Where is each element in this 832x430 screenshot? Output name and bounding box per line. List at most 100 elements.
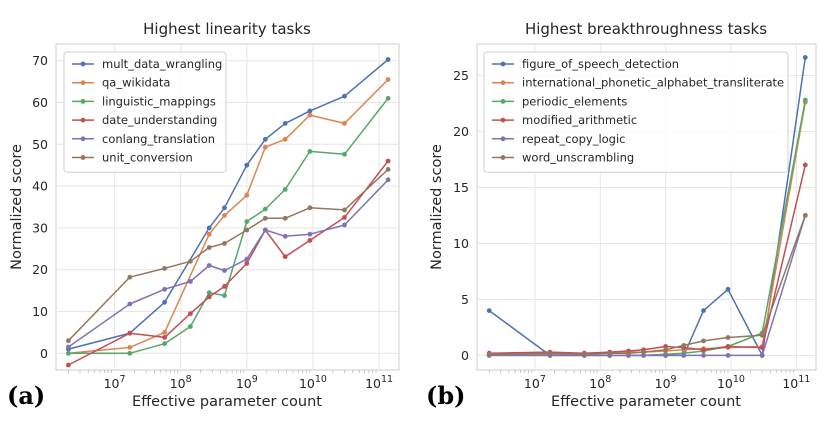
legend-marker: [500, 136, 506, 142]
data-point: [641, 353, 646, 358]
legend: mult_data_wrangling qa_wikidata linguistic…: [63, 51, 227, 173]
data-point: [222, 293, 227, 298]
data-point: [206, 225, 212, 231]
data-point: [222, 241, 227, 246]
data-point: [162, 266, 168, 271]
y-tick-label: 0: [461, 348, 469, 363]
data-point: [282, 215, 288, 221]
data-point: [641, 349, 646, 355]
data-point: [66, 344, 71, 350]
series-line: [67, 179, 389, 348]
y-tick-labels: 0 10 20 30 40 50 60 70: [32, 53, 48, 361]
data-point: [244, 227, 250, 233]
data-point: [581, 351, 587, 357]
series-line: [489, 215, 807, 357]
x-tick-label: 1011: [365, 374, 393, 391]
data-point: [66, 338, 71, 344]
y-tick-label: 20: [32, 262, 48, 277]
data-point: [385, 95, 391, 101]
x-tick-label: 1011: [782, 374, 810, 391]
x-tick-labels: 107 108 109 1010 1011: [104, 374, 393, 391]
data-point: [206, 263, 212, 268]
legend-marker: [80, 80, 86, 86]
data-point: [342, 207, 347, 213]
legend-box: [483, 51, 789, 173]
data-point: [188, 324, 193, 329]
legend-label: repeat_copy_logic: [522, 132, 626, 146]
legend-label: figure_of_speech_detection: [522, 57, 679, 71]
data-point: [802, 97, 808, 103]
y-tick-label: 50: [32, 137, 48, 152]
y-tick-label: 15: [453, 180, 469, 195]
chart-title: Highest breakthroughness tasks: [525, 20, 767, 38]
data-point: [701, 347, 706, 353]
data-point: [282, 136, 288, 142]
data-point: [244, 162, 250, 168]
data-point: [282, 121, 288, 126]
data-point: [802, 213, 808, 218]
data-point: [307, 149, 313, 154]
data-point: [663, 353, 668, 358]
chart-panel-a: Highest linearity tasks 107 108 109 1010 101…: [7, 20, 400, 410]
data-point: [127, 350, 133, 356]
data-point: [162, 299, 168, 305]
data-point: [385, 57, 391, 62]
x-tick-label: 109: [236, 374, 258, 391]
data-point: [162, 286, 168, 292]
panel-label-a: (a): [7, 381, 45, 410]
legend-marker: [500, 99, 506, 104]
data-point: [127, 274, 133, 280]
data-point: [222, 284, 227, 289]
data-point: [66, 350, 71, 356]
data-point: [262, 144, 268, 150]
data-point: [759, 345, 765, 350]
legend-marker: [80, 99, 86, 104]
legend-marker: [500, 117, 506, 123]
data-point: [127, 301, 133, 307]
data-point: [342, 222, 347, 228]
y-axis-label: Normalized score: [429, 144, 445, 270]
data-point: [607, 350, 613, 356]
data-point: [206, 290, 212, 296]
data-point: [262, 206, 268, 212]
x-tick-label: 1010: [717, 374, 745, 391]
data-point: [206, 231, 212, 237]
y-tick-label: 10: [32, 304, 48, 319]
data-point: [725, 286, 731, 292]
data-point: [701, 308, 706, 313]
series-line: [489, 215, 807, 356]
series-line: [489, 164, 807, 354]
legend-label: date_understanding: [102, 113, 217, 127]
legend-label: linguistic_mappings: [102, 94, 216, 108]
data-point: [282, 254, 288, 260]
y-tick-label: 5: [461, 292, 469, 307]
data-point: [547, 350, 553, 356]
legend-marker: [80, 155, 86, 160]
legend-box: [63, 51, 227, 173]
data-point: [385, 158, 391, 164]
y-tick-label: 25: [453, 68, 469, 83]
x-tick-label: 109: [655, 374, 677, 391]
data-point: [262, 136, 268, 142]
legend: figure_of_speech_detection international_…: [483, 51, 789, 173]
data-point: [725, 335, 731, 340]
data-point: [222, 268, 227, 273]
data-point: [127, 345, 133, 350]
data-point: [342, 151, 347, 157]
y-axis-label: Normalized score: [9, 144, 25, 270]
legend-label: qa_wikidata: [102, 76, 170, 90]
data-point: [244, 256, 250, 262]
series-line: [67, 168, 389, 342]
data-point: [681, 343, 687, 348]
data-point: [385, 77, 391, 82]
data-point: [307, 238, 313, 243]
data-point: [188, 258, 193, 264]
data-point: [262, 215, 268, 221]
x-tick-labels: 107 108 109 1010 1011: [524, 374, 810, 391]
data-point: [759, 332, 765, 338]
data-point: [244, 192, 250, 198]
legend-marker: [80, 136, 86, 142]
data-point: [486, 308, 492, 313]
x-tick-label: 107: [524, 374, 546, 391]
data-point: [701, 338, 706, 344]
